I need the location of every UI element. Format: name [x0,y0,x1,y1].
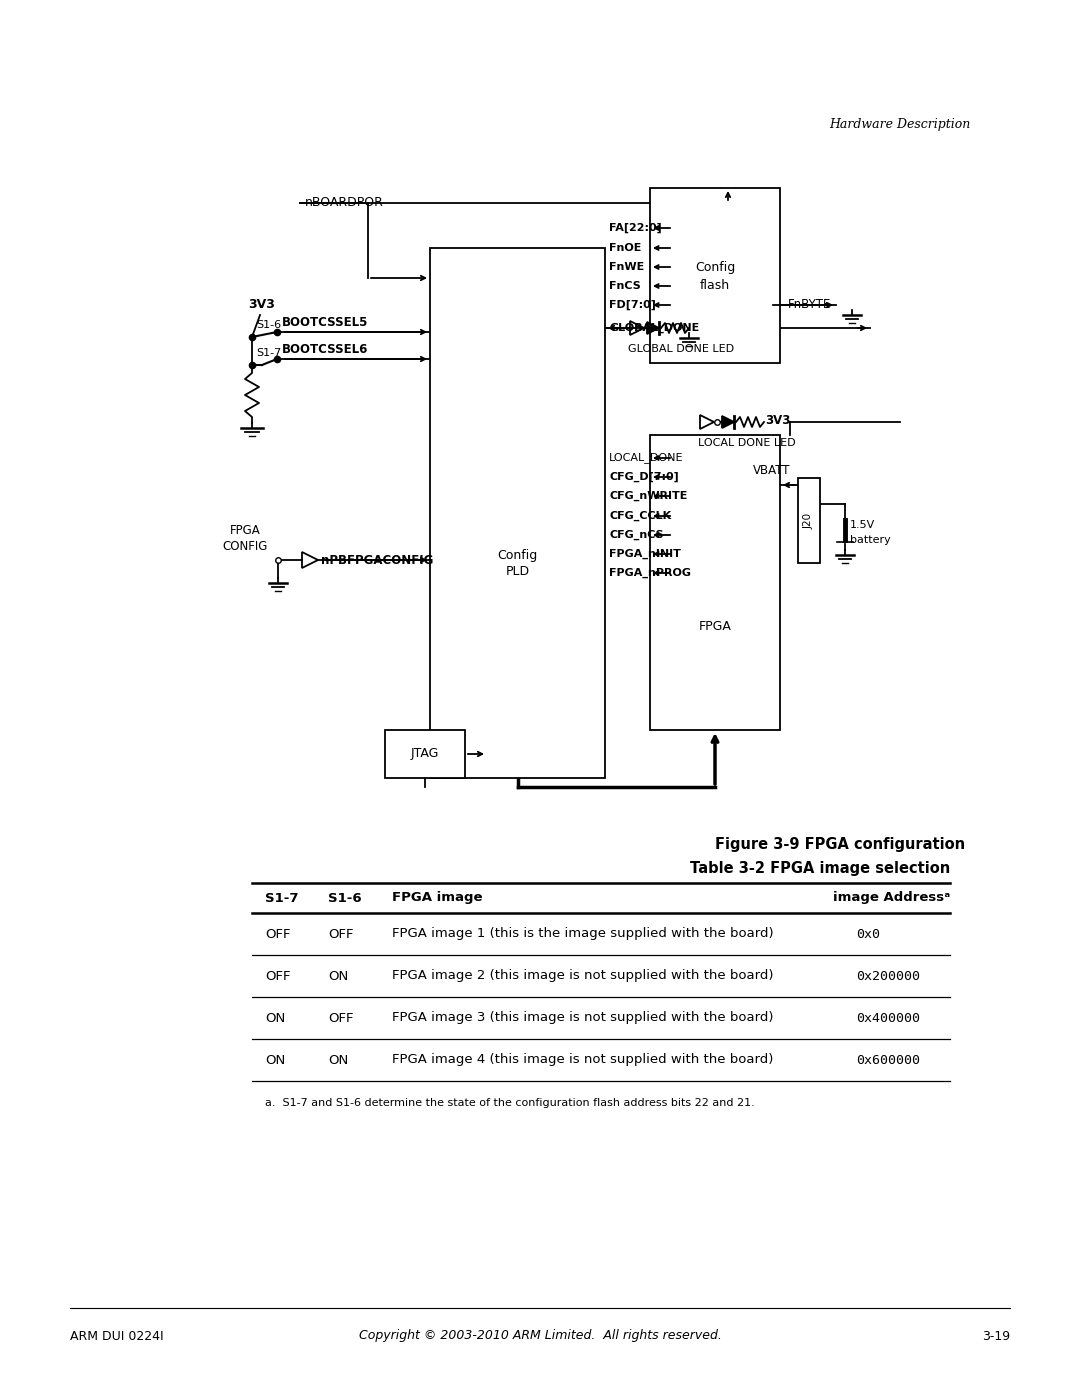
Text: CFG_CCLK: CFG_CCLK [609,511,671,521]
Text: Copyright © 2003-2010 ARM Limited.  All rights reserved.: Copyright © 2003-2010 ARM Limited. All r… [359,1330,721,1343]
Text: 3V3: 3V3 [765,414,791,426]
Text: BOOTCSSEL6: BOOTCSSEL6 [282,344,368,356]
Text: S1-7: S1-7 [265,891,298,904]
Text: ON: ON [265,1011,285,1024]
Text: ARM DUI 0224I: ARM DUI 0224I [70,1330,164,1343]
Text: 0x200000: 0x200000 [856,970,920,982]
Text: FA[22:0]: FA[22:0] [609,224,662,233]
Text: 3-19: 3-19 [982,1330,1010,1343]
Text: OFF: OFF [265,970,291,982]
Text: PLD: PLD [505,564,529,578]
Text: OFF: OFF [328,928,353,940]
Bar [798,478,820,563]
Text: LOCAL DONE LED: LOCAL DONE LED [698,439,796,448]
Text: J20: J20 [804,513,814,528]
Text: FPGA: FPGA [230,524,260,536]
Text: Config: Config [498,549,538,562]
Text: 0x400000: 0x400000 [856,1011,920,1024]
Text: 3V3: 3V3 [248,299,275,312]
Text: FnWE: FnWE [609,263,645,272]
Bar [384,731,465,778]
Text: CFG_nCS: CFG_nCS [609,529,663,541]
Text: ON: ON [265,1053,285,1066]
Text: 0x600000: 0x600000 [856,1053,920,1066]
Text: FPGA image 3 (this image is not supplied with the board): FPGA image 3 (this image is not supplied… [392,1011,773,1024]
Text: FPGA: FPGA [699,620,731,633]
Text: FPGA_nPROG: FPGA_nPROG [609,567,691,578]
Text: ON: ON [328,1053,348,1066]
Text: CONFIG: CONFIG [222,539,268,552]
Polygon shape [647,321,659,334]
Text: CFG_D[7:0]: CFG_D[7:0] [609,472,678,482]
Text: Config: Config [694,261,735,274]
Text: S1-6: S1-6 [328,891,362,904]
Text: GLOBAL DONE LED: GLOBAL DONE LED [627,344,734,353]
Text: FPGA image 1 (this is the image supplied with the board): FPGA image 1 (this is the image supplied… [392,928,773,940]
Text: FPGA image 4 (this image is not supplied with the board): FPGA image 4 (this image is not supplied… [392,1053,773,1066]
Text: JTAG: JTAG [410,747,440,760]
Text: BOOTCSSEL5: BOOTCSSEL5 [282,316,368,330]
Polygon shape [723,416,734,427]
Text: FnBYTE: FnBYTE [788,299,832,312]
Bar [430,249,605,778]
Text: nPBFPGACONFIG: nPBFPGACONFIG [321,553,433,567]
Text: nBOARDPOR: nBOARDPOR [305,197,383,210]
Text: CFG_nWRITE: CFG_nWRITE [609,490,687,502]
Text: 0x0: 0x0 [856,928,880,940]
Text: FnOE: FnOE [609,243,642,253]
Text: FnCS: FnCS [609,281,640,291]
Text: FPGA image 2 (this image is not supplied with the board): FPGA image 2 (this image is not supplied… [392,970,773,982]
Text: FPGA image: FPGA image [392,891,483,904]
Text: Figure 3-9 FPGA configuration: Figure 3-9 FPGA configuration [715,837,966,852]
Text: 1.5V: 1.5V [850,520,875,529]
Bar [650,434,780,731]
Text: Hardware Description: Hardware Description [828,117,970,131]
Text: image Addressᵃ: image Addressᵃ [833,891,950,904]
Text: FPGA_nINIT: FPGA_nINIT [609,549,680,559]
Text: VBATT: VBATT [753,464,789,478]
Text: battery: battery [850,535,891,545]
Text: OFF: OFF [265,928,291,940]
Text: flash: flash [700,279,730,292]
Text: S1-6: S1-6 [256,320,281,330]
Bar [650,189,780,363]
Text: LOCAL_DONE: LOCAL_DONE [609,453,684,464]
Text: GLOBAL_DONE: GLOBAL_DONE [609,323,699,332]
Text: S1-7: S1-7 [256,348,281,358]
Text: a.  S1-7 and S1-6 determine the state of the configuration flash address bits 22: a. S1-7 and S1-6 determine the state of … [265,1098,755,1108]
Text: FD[7:0]: FD[7:0] [609,300,656,310]
Text: ON: ON [328,970,348,982]
Text: OFF: OFF [328,1011,353,1024]
Text: Table 3-2 FPGA image selection: Table 3-2 FPGA image selection [690,862,950,876]
